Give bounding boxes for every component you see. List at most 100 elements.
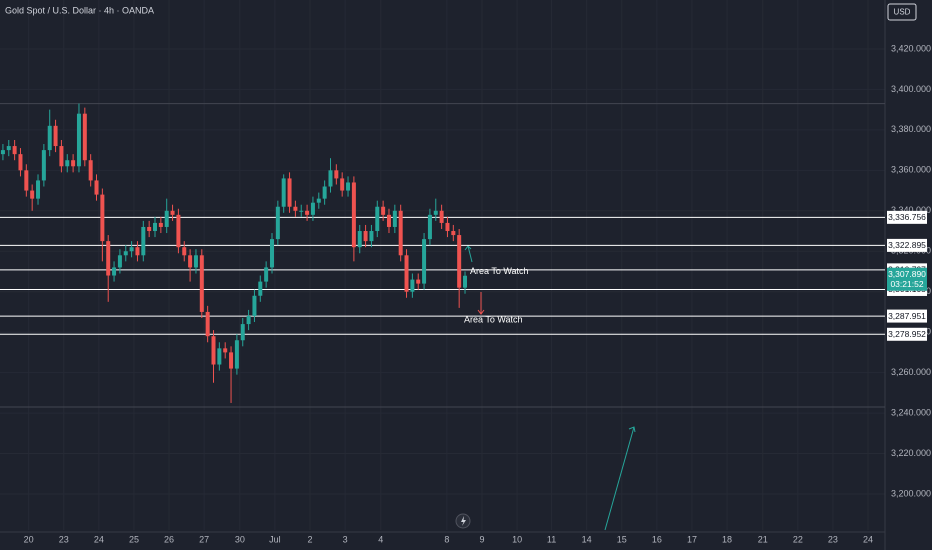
candle-body xyxy=(369,231,374,242)
candle-body xyxy=(439,210,444,223)
candle-body xyxy=(112,267,117,276)
arrow-up xyxy=(464,245,473,263)
x-tick-label: 2 xyxy=(308,534,313,544)
x-tick-label: 18 xyxy=(722,534,732,544)
candle-body xyxy=(334,170,339,179)
candle-body xyxy=(88,160,93,181)
candle-body xyxy=(18,154,23,171)
last-price-box xyxy=(887,267,927,291)
currency-button[interactable] xyxy=(887,3,917,21)
candle-body xyxy=(182,247,187,256)
candle-body xyxy=(293,206,298,211)
level-label: 3,322.895 xyxy=(888,240,926,250)
candle-body xyxy=(252,295,257,316)
candle-body xyxy=(381,206,386,215)
candle-body xyxy=(188,255,193,268)
candle-body xyxy=(433,210,438,215)
level-label: 3,336.756 xyxy=(888,212,926,222)
candle-body xyxy=(205,311,210,337)
x-tick-label: 17 xyxy=(687,534,697,544)
x-tick-label: 4 xyxy=(378,534,383,544)
last-price-label: 3,307.890 xyxy=(888,269,926,279)
candle-body xyxy=(53,125,58,147)
candle-body xyxy=(269,239,274,268)
x-tick-label: 22 xyxy=(793,534,803,544)
candle-body xyxy=(392,210,397,227)
candle-body xyxy=(310,202,315,215)
candle-body xyxy=(193,255,198,268)
x-tick-label: 24 xyxy=(863,534,873,544)
x-tick-label: 16 xyxy=(652,534,662,544)
candle-body xyxy=(65,160,70,167)
x-tick-label: 11 xyxy=(547,534,556,544)
candle-body xyxy=(82,113,87,161)
candle-body xyxy=(422,239,427,284)
level-label: 3,278.952 xyxy=(888,329,926,339)
candle-body xyxy=(351,182,356,248)
level-label: 3,287.951 xyxy=(888,311,926,321)
candle-body xyxy=(463,275,468,288)
candle-body xyxy=(258,281,263,296)
y-tick-label: 3,400.000 xyxy=(891,84,931,94)
candle-body xyxy=(100,194,105,242)
candle-body xyxy=(24,170,29,191)
candle-body xyxy=(305,210,310,215)
x-tick-label: 20 xyxy=(24,534,34,544)
x-tick-label: 23 xyxy=(828,534,838,544)
candle-body xyxy=(346,182,351,191)
candle-body xyxy=(445,222,450,232)
candle-body xyxy=(217,348,222,365)
candle-body xyxy=(234,340,239,369)
x-tick-label: 14 xyxy=(582,534,592,544)
y-tick-label: 3,220.000 xyxy=(891,448,931,458)
level-label-box xyxy=(887,238,927,252)
x-tick-label: 27 xyxy=(199,534,209,544)
x-tick-label: 3 xyxy=(343,534,348,544)
candle-body xyxy=(106,241,111,276)
lightning-icon[interactable] xyxy=(455,513,471,529)
icon-bolt[interactable] xyxy=(461,516,466,526)
candle-body xyxy=(316,198,321,203)
candle-body xyxy=(147,226,152,232)
arrow-down xyxy=(477,292,485,315)
candle-body xyxy=(117,255,122,268)
candle-body xyxy=(229,352,234,369)
y-tick-label: 3,360.000 xyxy=(891,165,931,175)
candle-body xyxy=(41,150,46,181)
candle-body xyxy=(457,235,462,288)
candle-body xyxy=(275,206,280,240)
arrow-up xyxy=(604,426,636,531)
candle-body xyxy=(240,324,245,341)
candle-body xyxy=(59,146,64,167)
candle-body xyxy=(375,206,380,232)
currency[interactable]: USD xyxy=(894,8,911,17)
candle-body xyxy=(153,222,158,232)
candle-body xyxy=(30,190,35,199)
candle-body xyxy=(246,315,251,325)
candle-body xyxy=(135,247,140,256)
candle-body xyxy=(386,214,391,227)
annotation: Area To Watch xyxy=(464,314,523,324)
countdown: 03:21:52 xyxy=(890,279,923,289)
candle-body xyxy=(281,178,286,207)
y-tick-label: 3,200.000 xyxy=(891,488,931,498)
level-label-box xyxy=(887,210,927,224)
y-tick-label: 3,240.000 xyxy=(891,407,931,417)
candle-body xyxy=(427,214,432,240)
candle-body xyxy=(299,210,304,212)
candle-body xyxy=(322,186,327,199)
candle-body xyxy=(451,231,456,236)
annotation: Area To Watch xyxy=(470,266,529,276)
y-tick-label: 3,260.000 xyxy=(891,367,931,377)
candle-body xyxy=(170,210,175,215)
level-label-box xyxy=(887,309,927,323)
candle-body xyxy=(36,180,41,199)
x-tick-label: 9 xyxy=(479,534,484,544)
candle-body xyxy=(328,170,333,187)
candle-body xyxy=(363,231,368,242)
candle-body xyxy=(223,348,228,353)
x-tick-label: 26 xyxy=(164,534,174,544)
candle-body xyxy=(0,150,5,155)
